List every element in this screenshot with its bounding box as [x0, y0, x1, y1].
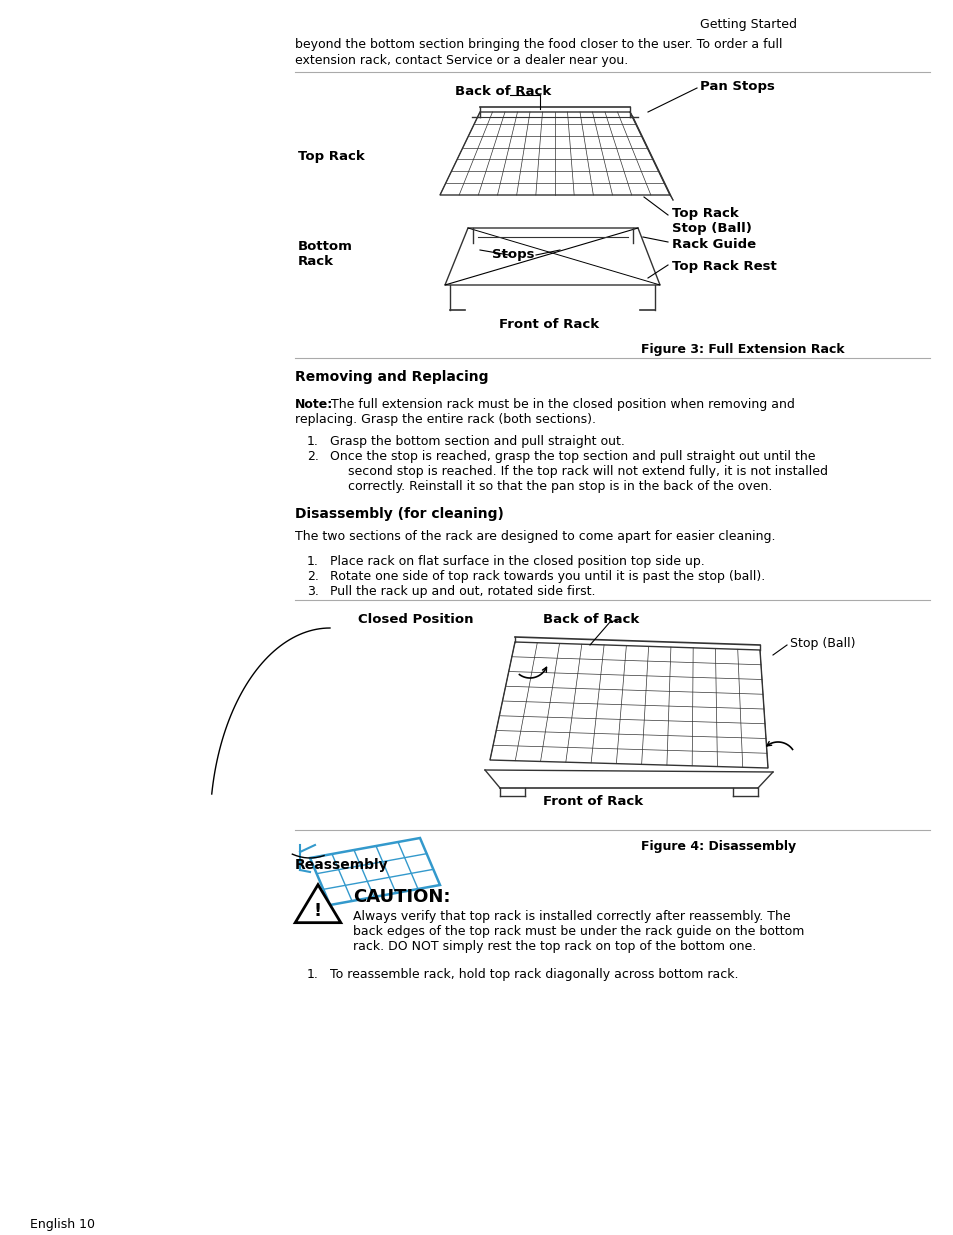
Text: Once the stop is reached, grasp the top section and pull straight out until the: Once the stop is reached, grasp the top …: [330, 450, 815, 463]
Text: Note:: Note:: [294, 398, 333, 411]
Text: Pan Stops: Pan Stops: [700, 80, 774, 93]
Text: correctly. Reinstall it so that the pan stop is in the back of the oven.: correctly. Reinstall it so that the pan …: [348, 480, 772, 493]
Text: Back of Rack: Back of Rack: [542, 613, 639, 626]
Text: Figure 3: Full Extension Rack: Figure 3: Full Extension Rack: [640, 343, 843, 356]
Text: CAUTION:: CAUTION:: [353, 888, 450, 906]
Text: back edges of the top rack must be under the rack guide on the bottom: back edges of the top rack must be under…: [353, 925, 803, 939]
Text: second stop is reached. If the top rack will not extend fully, it is not install: second stop is reached. If the top rack …: [348, 466, 827, 478]
Polygon shape: [294, 884, 340, 923]
Text: Top Rack: Top Rack: [297, 149, 364, 163]
Text: Rack Guide: Rack Guide: [671, 238, 756, 251]
Text: Removing and Replacing: Removing and Replacing: [294, 370, 488, 384]
Text: 2.: 2.: [307, 450, 318, 463]
Text: 3.: 3.: [307, 585, 318, 598]
Text: Stops: Stops: [492, 248, 534, 261]
Text: Disassembly (for cleaning): Disassembly (for cleaning): [294, 508, 503, 521]
Text: Top Rack
Stop (Ball): Top Rack Stop (Ball): [671, 207, 751, 235]
Text: beyond the bottom section bringing the food closer to the user. To order a full: beyond the bottom section bringing the f…: [294, 38, 781, 51]
Text: Grasp the bottom section and pull straight out.: Grasp the bottom section and pull straig…: [330, 435, 624, 448]
Text: Figure 4: Disassembly: Figure 4: Disassembly: [640, 840, 796, 853]
Text: Reassembly: Reassembly: [294, 858, 388, 872]
Text: Front of Rack: Front of Rack: [498, 317, 598, 331]
Text: Top Rack Rest: Top Rack Rest: [671, 261, 776, 273]
Text: Rotate one side of top rack towards you until it is past the stop (ball).: Rotate one side of top rack towards you …: [330, 571, 764, 583]
Text: Place rack on flat surface in the closed position top side up.: Place rack on flat surface in the closed…: [330, 555, 704, 568]
Text: 1.: 1.: [307, 555, 318, 568]
Text: 2.: 2.: [307, 571, 318, 583]
Text: rack. DO NOT simply rest the top rack on top of the bottom one.: rack. DO NOT simply rest the top rack on…: [353, 940, 756, 953]
Text: 1.: 1.: [307, 435, 318, 448]
Text: 1.: 1.: [307, 968, 318, 981]
Text: Always verify that top rack is installed correctly after reassembly. The: Always verify that top rack is installed…: [353, 910, 790, 923]
Text: Closed Position: Closed Position: [357, 613, 473, 626]
Text: !: !: [314, 902, 322, 920]
Text: Pull the rack up and out, rotated side first.: Pull the rack up and out, rotated side f…: [330, 585, 595, 598]
Text: Front of Rack: Front of Rack: [542, 795, 642, 808]
Text: extension rack, contact Service or a dealer near you.: extension rack, contact Service or a dea…: [294, 54, 628, 67]
Text: Getting Started: Getting Started: [700, 19, 796, 31]
Text: English 10: English 10: [30, 1218, 95, 1231]
Text: The two sections of the rack are designed to come apart for easier cleaning.: The two sections of the rack are designe…: [294, 530, 775, 543]
Text: To reassemble rack, hold top rack diagonally across bottom rack.: To reassemble rack, hold top rack diagon…: [330, 968, 738, 981]
Text: Stop (Ball): Stop (Ball): [789, 637, 855, 650]
Text: The full extension rack must be in the closed position when removing and: The full extension rack must be in the c…: [327, 398, 794, 411]
Text: Bottom
Rack: Bottom Rack: [297, 240, 353, 268]
Text: replacing. Grasp the entire rack (both sections).: replacing. Grasp the entire rack (both s…: [294, 412, 596, 426]
Text: Back of Rack: Back of Rack: [455, 85, 551, 98]
